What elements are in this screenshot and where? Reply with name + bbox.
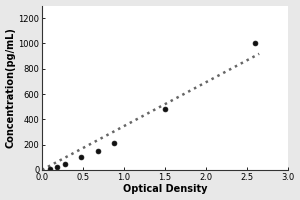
Y-axis label: Concentration(pg/mL): Concentration(pg/mL) — [6, 27, 16, 148]
X-axis label: Optical Density: Optical Density — [123, 184, 207, 194]
